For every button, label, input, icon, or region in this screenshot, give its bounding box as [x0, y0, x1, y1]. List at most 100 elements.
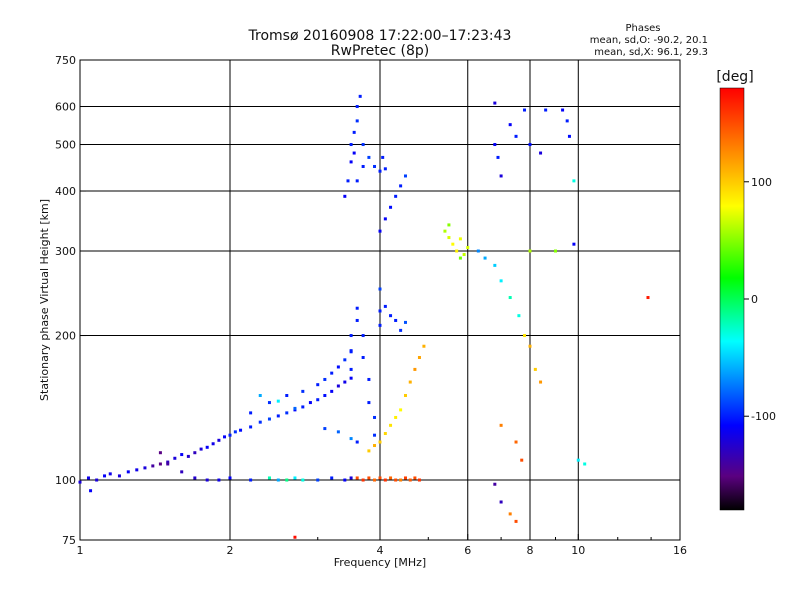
data-point [539, 380, 543, 384]
data-point [408, 380, 412, 384]
data-point [193, 476, 197, 480]
data-point [211, 442, 215, 446]
data-point [389, 205, 393, 209]
data-point [205, 478, 209, 482]
data-point [394, 318, 398, 322]
data-point [455, 249, 459, 253]
chart-title: Tromsø 20160908 17:22:00–17:23:43 [248, 28, 512, 44]
data-point [352, 151, 356, 155]
data-point [78, 480, 82, 484]
data-point [367, 155, 371, 159]
data-point [499, 279, 503, 283]
data-point [458, 237, 462, 241]
data-point [301, 405, 305, 409]
data-point [361, 334, 365, 338]
data-point [143, 466, 147, 470]
data-point [403, 174, 407, 178]
data-point [217, 438, 221, 442]
y-tick-label: 750 [55, 54, 76, 67]
data-point [476, 249, 480, 253]
data-point [193, 451, 197, 455]
data-point [367, 476, 371, 480]
data-point [378, 287, 382, 291]
data-point [343, 358, 347, 362]
x-tick-label: 8 [527, 544, 534, 557]
data-point [499, 423, 503, 427]
data-point [276, 399, 280, 403]
data-point [520, 458, 524, 462]
data-point [523, 108, 527, 112]
data-point [336, 365, 340, 369]
data-point [330, 476, 334, 480]
data-point [378, 169, 382, 173]
data-point [378, 323, 382, 327]
data-point [355, 440, 359, 444]
data-point [553, 249, 557, 253]
data-point [108, 472, 112, 476]
data-point [447, 236, 451, 240]
data-point [394, 478, 398, 482]
data-point [361, 143, 365, 147]
data-point [285, 478, 289, 482]
data-point [508, 123, 512, 127]
data-point [373, 478, 377, 482]
data-point [316, 383, 320, 387]
x-tick-label: 10 [571, 544, 585, 557]
y-tick-label: 300 [55, 245, 76, 258]
data-point [316, 398, 320, 402]
data-point [572, 242, 576, 246]
data-point [493, 143, 497, 147]
data-point [323, 377, 327, 381]
data-point [355, 105, 359, 109]
data-point [355, 179, 359, 183]
data-point [417, 355, 421, 359]
y-tick-label: 500 [55, 139, 76, 152]
data-point [349, 376, 353, 380]
data-point [413, 476, 417, 480]
data-point [361, 355, 365, 359]
data-point [508, 512, 512, 516]
data-point [173, 456, 177, 460]
data-point [293, 476, 297, 480]
data-point [378, 440, 382, 444]
data-point [483, 256, 487, 260]
colorbar-tick-label: -100 [751, 410, 776, 423]
data-point [493, 263, 497, 267]
data-point [517, 314, 521, 318]
data-point [355, 119, 359, 123]
y-axis-label: Stationary phase Virtual Height [km] [38, 199, 51, 401]
data-point [544, 108, 548, 112]
data-point [199, 447, 203, 451]
colorbar [719, 87, 745, 511]
data-point [301, 478, 305, 482]
data-point [499, 174, 503, 178]
data-point [228, 476, 232, 480]
data-point [394, 415, 398, 419]
data-point [349, 160, 353, 164]
colorbar-tick-label: 0 [751, 293, 758, 306]
data-point [285, 394, 289, 398]
data-point [355, 306, 359, 310]
data-point [399, 184, 403, 188]
data-point [499, 500, 503, 504]
data-point [217, 478, 221, 482]
data-point [389, 314, 393, 318]
data-point [361, 164, 365, 168]
data-point [180, 470, 184, 474]
data-point [343, 380, 347, 384]
data-point [413, 367, 417, 371]
data-point [316, 478, 320, 482]
data-point [373, 164, 377, 168]
data-point [583, 462, 587, 466]
data-point [330, 389, 334, 393]
data-point [355, 476, 359, 480]
data-point [349, 143, 353, 147]
data-point [330, 371, 334, 375]
data-point [561, 108, 565, 112]
data-point [95, 478, 99, 482]
data-point [239, 428, 243, 432]
data-point [399, 328, 403, 332]
data-point [343, 194, 347, 198]
